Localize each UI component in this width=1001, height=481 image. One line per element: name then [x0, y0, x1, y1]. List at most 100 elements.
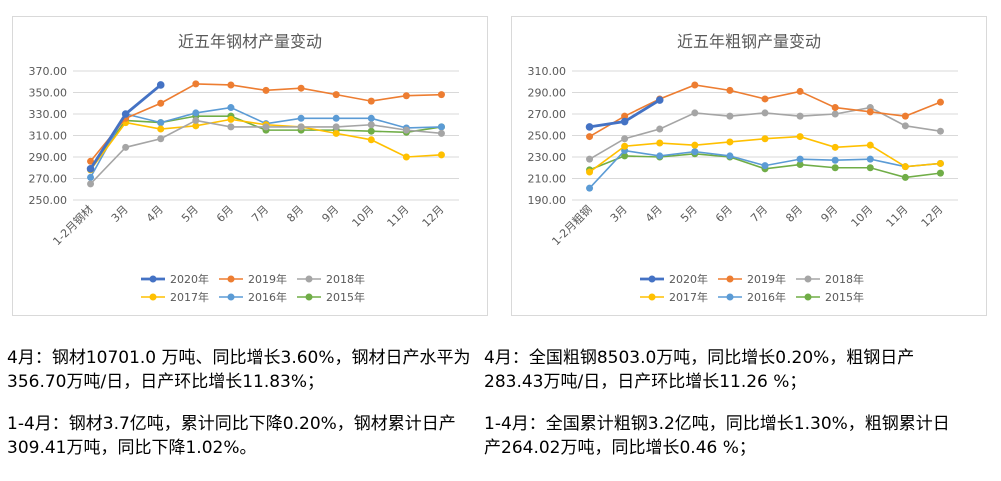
x-tick-label: 8月 — [284, 203, 306, 225]
y-tick-label: 370.00 — [29, 65, 68, 78]
data-point — [866, 155, 874, 163]
x-tick-label: 7月 — [249, 203, 271, 225]
y-tick-label: 230.00 — [528, 151, 567, 164]
data-point — [726, 152, 734, 160]
data-point — [901, 173, 909, 181]
series-2020 — [86, 81, 165, 173]
data-point — [691, 148, 699, 156]
y-tick-label: 350.00 — [29, 87, 68, 100]
data-point — [121, 110, 130, 118]
series-2019 — [586, 81, 944, 141]
legend-label-2019: 2019年 — [747, 272, 786, 286]
y-tick-label: 210.00 — [528, 173, 567, 186]
data-point — [227, 123, 235, 131]
steel-products-chart-svg: 近五年钢材产量变动 250.00 270.00 290.00 310.00 330.00 3… — [29, 32, 459, 304]
data-point — [691, 141, 699, 149]
data-point — [332, 114, 340, 122]
y-tick-label: 310.00 — [29, 130, 68, 143]
data-point — [437, 123, 445, 131]
x-tick-label: 10月 — [350, 203, 377, 230]
x-tick-label: 7月 — [748, 203, 770, 225]
data-point — [367, 121, 375, 129]
data-point — [656, 152, 664, 160]
x-tick-label: 3月 — [109, 203, 131, 225]
data-point — [437, 91, 445, 99]
data-point — [157, 119, 165, 127]
legend-swatch-marker — [804, 293, 812, 301]
x-tick-label: 12月 — [919, 203, 946, 230]
data-point — [831, 143, 839, 151]
data-point — [367, 97, 375, 105]
data-point — [866, 164, 874, 172]
y-tick-label: 290.00 — [29, 151, 68, 164]
x-tick-label: 9月 — [319, 203, 341, 225]
data-point — [367, 136, 375, 144]
legend-swatch-marker — [804, 275, 812, 283]
legend-label-2015: 2015年 — [326, 290, 365, 304]
data-point — [866, 141, 874, 149]
x-tick-label: 11月 — [884, 203, 911, 230]
y-tick-label: 270.00 — [528, 108, 567, 121]
legend-label-2016: 2016年 — [747, 290, 786, 304]
series-2020 — [585, 96, 664, 131]
data-point — [367, 127, 375, 135]
steel-ytd-summary: 1-4月：钢材3.7亿吨，累计同比下降0.20%，钢材累计日产309.41万吨，… — [7, 414, 456, 458]
data-point — [796, 87, 804, 95]
data-point — [621, 152, 629, 160]
legend-label-2017: 2017年 — [170, 290, 209, 304]
data-point — [761, 135, 769, 143]
data-point — [332, 91, 340, 99]
legend-label-2018: 2018年 — [825, 272, 864, 286]
x-tick-label: 6月 — [214, 203, 236, 225]
data-point — [621, 135, 629, 143]
data-point — [796, 161, 804, 169]
data-point — [332, 123, 340, 131]
data-point — [901, 112, 909, 120]
data-point — [402, 92, 410, 100]
data-point — [691, 81, 699, 89]
data-point — [901, 163, 909, 171]
series-2016 — [87, 104, 445, 181]
data-point — [691, 109, 699, 117]
data-point — [936, 98, 944, 106]
data-point — [586, 168, 594, 176]
legend-swatch-marker — [648, 275, 656, 283]
data-point — [586, 155, 594, 163]
data-point — [831, 164, 839, 172]
data-point — [726, 112, 734, 120]
data-point — [586, 133, 594, 141]
x-tick-label: 6月 — [713, 203, 735, 225]
data-point — [157, 135, 165, 143]
x-tick-label: 3月 — [608, 203, 630, 225]
data-point — [262, 123, 270, 131]
crude-ytd-summary: 1-4月：全国累计粗钢3.2亿吨，同比增长1.30%，粗钢累计日产264.02万… — [484, 414, 950, 458]
crude-steel-chart-svg: 近五年粗钢产量变动 190.00 210.00 230.00 250.00 270.00 2… — [528, 32, 958, 304]
x-tick-label: 9月 — [818, 203, 840, 225]
data-point — [227, 115, 235, 123]
chart-title: 近五年粗钢产量变动 — [677, 32, 821, 51]
data-point — [936, 127, 944, 135]
data-point — [157, 99, 165, 107]
legend-label-2015: 2015年 — [825, 290, 864, 304]
legend-swatch-marker — [726, 293, 734, 301]
x-tick-label: 5月 — [678, 203, 700, 225]
y-tick-label: 330.00 — [29, 108, 68, 121]
data-point — [437, 129, 445, 137]
x-tick-label: 12月 — [420, 203, 447, 230]
data-point — [86, 165, 95, 173]
x-tick-label: 1-2月粗钢 — [549, 203, 594, 248]
steel-april-summary: 4月：钢材10701.0 万吨、同比增长3.60%，钢材日产水平为356.70万… — [7, 348, 471, 392]
legend-swatch-marker — [149, 275, 157, 283]
legend-swatch-marker — [648, 293, 656, 301]
data-point — [87, 173, 95, 181]
data-point — [936, 159, 944, 167]
steel-products-chart: 近五年钢材产量变动 250.00 270.00 290.00 310.00 330.00 3… — [12, 16, 488, 316]
x-tick-label: 10月 — [849, 203, 876, 230]
x-tick-label: 5月 — [179, 203, 201, 225]
data-point — [332, 129, 340, 137]
legend-swatch-marker — [227, 293, 235, 301]
legend-label-2020: 2020年 — [170, 272, 209, 286]
data-point — [192, 109, 200, 117]
data-point — [761, 162, 769, 170]
data-point — [796, 112, 804, 120]
